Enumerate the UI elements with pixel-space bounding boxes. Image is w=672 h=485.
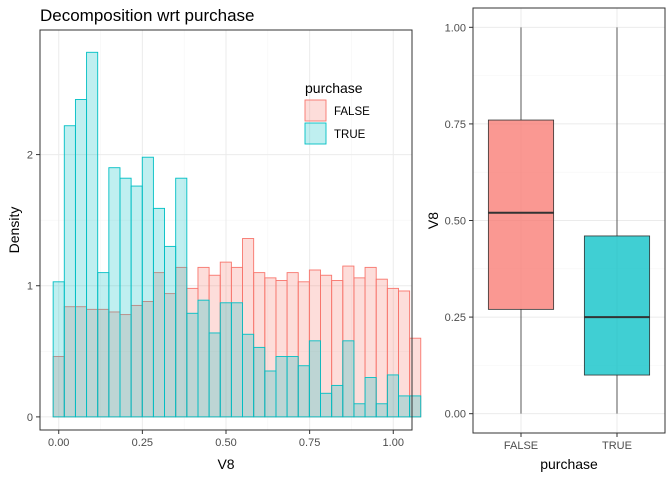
histogram-bar-true — [275, 356, 288, 418]
histogram-gridlines — [40, 30, 412, 430]
histogram-bar-true — [208, 332, 221, 418]
histogram-bar-true — [398, 395, 411, 418]
histogram-bar-true — [331, 384, 344, 418]
x-tick-label: 0.00 — [48, 437, 69, 449]
histogram-bar-true — [63, 125, 76, 418]
boxplot-x-axis-label: purchase — [540, 456, 598, 472]
histogram-bar-false — [353, 277, 366, 418]
histogram-y-ticks: 0 1 2 — [27, 150, 40, 424]
chart-title: Decomposition wrt purchase — [40, 6, 254, 25]
y-tick-label: 0.50 — [445, 216, 466, 228]
y-tick-label: 0 — [27, 412, 33, 424]
histogram-bar-true — [342, 340, 355, 418]
histogram-bar-true — [86, 51, 99, 418]
y-tick-label: 2 — [27, 150, 33, 162]
legend-key-false — [304, 99, 327, 122]
y-axis-label: Density — [6, 207, 22, 254]
x-tick-label: 0.50 — [215, 437, 236, 449]
boxplot-y-axis-label: V8 — [425, 212, 441, 229]
histogram-bar-true — [253, 346, 266, 418]
y-tick-label: 0.25 — [445, 312, 466, 324]
boxplot-y-ticks: 0.00 0.25 0.50 0.75 1.00 — [445, 22, 473, 421]
y-tick-label: 0.75 — [445, 119, 466, 131]
x-tick-label: 0.25 — [132, 437, 153, 449]
histogram-bar-true — [119, 177, 132, 418]
legend-label-false: FALSE — [334, 106, 370, 118]
histogram-bar-true — [141, 156, 154, 418]
histogram-bar-true — [197, 299, 210, 418]
boxplot-x-ticks: FALSE TRUE — [504, 433, 632, 452]
histogram-bar-true — [308, 340, 321, 418]
histogram-bar-true — [52, 281, 65, 418]
y-tick-label: 1.00 — [445, 22, 466, 34]
histogram-bar-true — [230, 302, 243, 418]
histogram-bar-true — [130, 185, 143, 418]
histogram-bar-true — [97, 272, 110, 418]
x-tick-label: FALSE — [504, 440, 538, 452]
y-tick-label: 1 — [27, 281, 33, 293]
histogram-bar-true — [175, 177, 188, 418]
boxplot-boxes — [487, 27, 651, 414]
histogram-bar-true — [320, 392, 333, 418]
histogram-bar-true — [74, 99, 88, 418]
legend-label-true: TRUE — [334, 129, 366, 141]
x-tick-label: 0.75 — [299, 437, 320, 449]
histogram-bars-true — [52, 51, 422, 418]
histogram-bar-true — [186, 312, 199, 418]
histogram-bar-true — [386, 374, 399, 418]
histogram-panel: Decomposition wrt purchase 0.00 0.25 0.50 0… — [6, 6, 422, 472]
histogram-bar-true — [152, 207, 165, 418]
histogram-bar-true — [242, 333, 255, 418]
histogram-bar-false — [375, 278, 388, 418]
x-tick-label: 1.00 — [383, 437, 404, 449]
histogram-x-ticks: 0.00 0.25 0.50 0.75 1.00 — [48, 430, 404, 449]
histogram-bar-true — [164, 245, 177, 418]
histogram-bar-true — [375, 403, 388, 418]
box-true — [583, 235, 651, 376]
histogram-bar-true — [364, 377, 377, 418]
legend-title: purchase — [305, 80, 363, 96]
histogram-bar-true — [409, 395, 422, 418]
x-tick-label: TRUE — [602, 440, 632, 452]
histogram-bar-true — [264, 370, 277, 418]
histogram-bar-true — [297, 365, 310, 418]
y-tick-label: 0.00 — [445, 409, 466, 421]
histogram-bar-true — [353, 403, 366, 418]
histogram-bar-true — [286, 356, 299, 418]
boxplot-panel: FALSE TRUE 0.000.250.500.751.00 purchase … — [425, 7, 666, 472]
legend-key-true — [304, 122, 327, 145]
histogram-bar-true — [219, 302, 232, 418]
box-false — [487, 119, 555, 310]
histogram-bar-true — [108, 167, 121, 418]
legend: purchase FALSE TRUE — [304, 80, 370, 145]
x-axis-label: V8 — [217, 456, 234, 472]
